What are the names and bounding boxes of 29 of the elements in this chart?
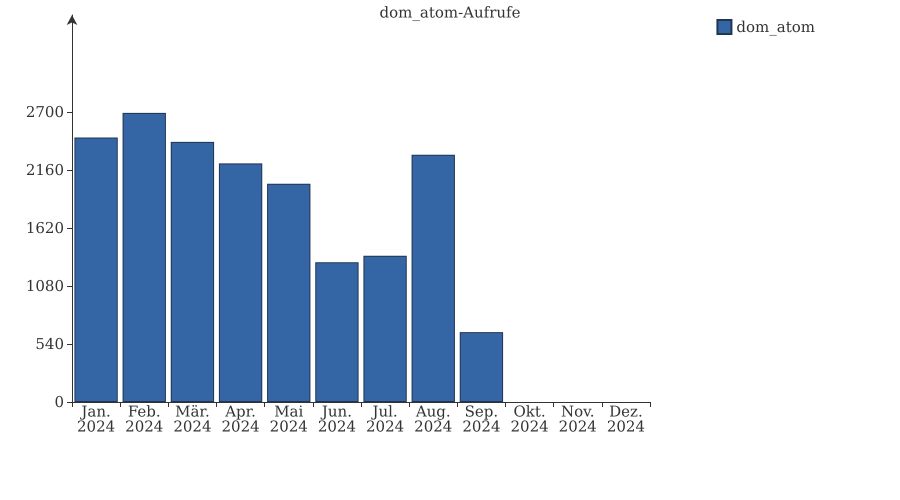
bar <box>363 256 407 402</box>
x-tick-label: Jan. 2024 <box>76 402 116 436</box>
x-tick-label: Sep. 2024 <box>462 402 501 436</box>
bar <box>460 332 504 402</box>
chart-title: dom_atom-Aufrufe <box>380 4 521 22</box>
bar <box>315 262 359 402</box>
y-tick-label: 1080 <box>26 276 64 295</box>
x-tick-label: Okt. 2024 <box>510 402 549 436</box>
y-tick-label: 2160 <box>26 160 64 179</box>
bar <box>412 154 455 402</box>
x-tick-label: Apr. 2024 <box>221 402 260 436</box>
x-tick-label: Aug. 2024 <box>414 402 452 436</box>
x-tick-label: Nov. 2024 <box>558 402 597 436</box>
x-tick-label: Feb. 2024 <box>125 402 164 436</box>
bar <box>170 142 214 402</box>
bar <box>122 112 166 402</box>
y-tick-label: 540 <box>35 334 64 353</box>
y-tick-label: 1620 <box>26 218 64 237</box>
legend-label: dom_atom <box>736 18 816 36</box>
bar <box>267 184 310 402</box>
bar <box>74 138 118 402</box>
x-tick-label: Jul. 2024 <box>366 402 404 436</box>
x-tick-label: Mai 2024 <box>270 402 308 436</box>
x-tick-label: Jun. 2024 <box>318 402 356 436</box>
y-tick-label: 0 <box>54 393 64 411</box>
x-tick-label: Dez. 2024 <box>606 402 646 436</box>
y-tick-label: 2700 <box>26 102 64 121</box>
x-tick-label: Mär. 2024 <box>173 402 212 436</box>
bar <box>218 163 262 402</box>
